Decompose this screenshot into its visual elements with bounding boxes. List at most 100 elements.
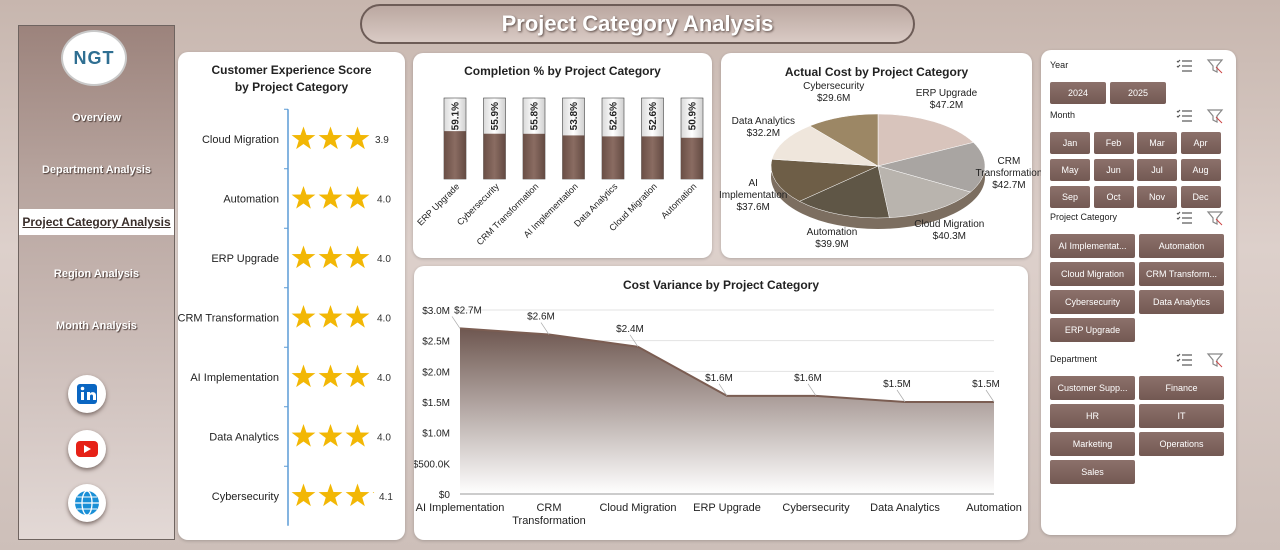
slicer-title: Project Category bbox=[1050, 212, 1118, 222]
pie-label: ERP Upgrade $47.2M bbox=[907, 88, 985, 112]
pie-slice bbox=[771, 125, 879, 167]
value-label: 59.1% bbox=[451, 102, 462, 130]
area bbox=[460, 328, 994, 494]
slicer-panel: Year 2024 2025 Month Jan Feb Mar Apr May Jun Jul Au… bbox=[1041, 50, 1236, 535]
value-label: $2.7M bbox=[454, 305, 482, 316]
category-label: Data Analytics bbox=[209, 432, 279, 444]
star-bar bbox=[290, 126, 370, 152]
pie-value: $29.6M bbox=[817, 92, 851, 104]
star-bar bbox=[290, 483, 375, 509]
value-label: $1.6M bbox=[705, 373, 733, 384]
value-label: $2.6M bbox=[527, 312, 555, 323]
slicer-icons bbox=[1176, 352, 1226, 368]
bar bbox=[602, 136, 624, 179]
slicer-button[interactable]: Jan bbox=[1050, 132, 1090, 154]
slicer-button[interactable]: IT bbox=[1139, 404, 1224, 428]
nav-item[interactable]: Month Analysis bbox=[56, 320, 137, 332]
slicer-button[interactable]: Dec bbox=[1180, 186, 1221, 208]
slicer-button[interactable]: Apr bbox=[1180, 132, 1221, 154]
slicer-button[interactable]: Cybersecurity bbox=[1050, 290, 1135, 314]
x-tick-label: Data Analytics bbox=[870, 502, 940, 514]
pie-category: Cloud Migration bbox=[914, 219, 985, 231]
slicer-button[interactable]: Marketing bbox=[1050, 432, 1135, 456]
slicer-button[interactable]: Mar bbox=[1137, 132, 1177, 154]
bar bbox=[483, 133, 506, 179]
slicer-button[interactable]: HR bbox=[1050, 404, 1135, 428]
slicer-button[interactable]: ERP Upgrade bbox=[1050, 318, 1135, 342]
linkedin-glyph bbox=[77, 384, 97, 404]
slicer-button[interactable]: Jul bbox=[1137, 159, 1177, 181]
leader-line bbox=[629, 334, 639, 347]
slicer-button[interactable]: Customer Supp... bbox=[1050, 376, 1135, 400]
x-tick-label: Automation bbox=[966, 502, 1022, 514]
pie-category: Cybersecurity bbox=[803, 80, 865, 92]
bar bbox=[523, 133, 545, 179]
nav-item[interactable]: Project Category Analysis bbox=[19, 209, 174, 235]
pie-label: Cloud Migration $40.3M bbox=[910, 219, 988, 243]
youtube-icon[interactable] bbox=[68, 430, 106, 468]
slicer-button[interactable]: Automation bbox=[1139, 234, 1224, 258]
slicer-button[interactable]: Aug bbox=[1180, 159, 1221, 181]
value-label: 52.6% bbox=[609, 102, 620, 130]
slicer-button[interactable]: Oct bbox=[1093, 186, 1134, 208]
y-tick-label: $3.0M bbox=[422, 306, 450, 317]
slicer-icons bbox=[1176, 108, 1226, 124]
icon-glyph bbox=[1176, 353, 1224, 368]
slicer-button[interactable]: May bbox=[1050, 159, 1090, 181]
pie-value: $32.2M bbox=[746, 128, 781, 140]
y-tick-label: $1.5M bbox=[422, 398, 450, 409]
completion-panel: Completion % by Project Category 59.1% ER… bbox=[413, 53, 712, 258]
pie-slice bbox=[877, 165, 972, 218]
category-label: Automation bbox=[223, 194, 279, 206]
leader-line bbox=[985, 389, 995, 403]
value-label: 4.0 bbox=[377, 254, 391, 265]
pie-slice bbox=[809, 113, 879, 167]
y-tick-label: $500.0K bbox=[414, 459, 450, 470]
slicer-button[interactable]: Finance bbox=[1139, 376, 1224, 400]
slicer-button[interactable]: Feb bbox=[1093, 132, 1134, 154]
star-bar bbox=[290, 423, 372, 450]
leader-line bbox=[718, 383, 728, 397]
value-label: 4.0 bbox=[377, 433, 391, 444]
leader-line bbox=[896, 389, 906, 403]
value-label: 50.9% bbox=[688, 102, 699, 130]
slicer-button[interactable]: 2024 bbox=[1050, 82, 1106, 104]
star-bar bbox=[290, 185, 372, 212]
x-tick-label: Cloud Migration bbox=[599, 502, 677, 514]
pie-value: $47.2M bbox=[929, 99, 964, 111]
slicer-button[interactable]: AI Implementat... bbox=[1050, 234, 1135, 258]
nav-item[interactable]: Overview bbox=[72, 112, 121, 124]
page-title: Project Category Analysis bbox=[360, 4, 915, 44]
star-bar bbox=[290, 245, 372, 271]
icon-glyph bbox=[1176, 211, 1224, 226]
value-label: 4.1 bbox=[379, 492, 393, 503]
pie-category: Data Analytics bbox=[731, 116, 796, 128]
slicer-button[interactable]: Jun bbox=[1093, 159, 1134, 181]
chart bbox=[770, 113, 986, 229]
pie-value: $39.9M bbox=[815, 239, 849, 251]
slicer-button[interactable]: CRM Transform... bbox=[1139, 262, 1224, 286]
slicer-button[interactable]: Operations bbox=[1139, 432, 1224, 456]
slicer-title: Department bbox=[1050, 354, 1098, 364]
category-label: AI Implementation bbox=[190, 372, 279, 384]
slicer-button[interactable]: 2025 bbox=[1110, 82, 1166, 104]
value-label: 4.0 bbox=[377, 195, 391, 206]
slicer-button[interactable]: Sep bbox=[1050, 186, 1090, 208]
x-tick-label: Cybersecurity bbox=[782, 502, 850, 514]
value-label: 4.0 bbox=[377, 373, 391, 384]
linkedin-icon[interactable] bbox=[68, 375, 106, 413]
pie-value: $40.3M bbox=[932, 231, 966, 243]
slicer-button[interactable]: Cloud Migration bbox=[1050, 262, 1135, 286]
pie-label: Cybersecurity $29.6M bbox=[795, 81, 873, 105]
pie-slice bbox=[770, 158, 879, 202]
icon-glyph bbox=[1176, 109, 1224, 124]
nav-item[interactable]: Department Analysis bbox=[41, 164, 152, 176]
chart: $0 $500.0K $1.0M $1.5M $2.0M $2.5M $3.0M $2.7M $… bbox=[414, 305, 1000, 501]
value-label: $1.5M bbox=[972, 379, 1000, 390]
pie-category: Automation bbox=[806, 227, 858, 239]
nav-item[interactable]: Region Analysis bbox=[53, 268, 140, 280]
slicer-button[interactable]: Sales bbox=[1050, 460, 1135, 484]
slicer-button[interactable]: Nov bbox=[1137, 186, 1177, 208]
slicer-button[interactable]: Data Analytics bbox=[1139, 290, 1224, 314]
website-icon[interactable] bbox=[68, 484, 106, 522]
